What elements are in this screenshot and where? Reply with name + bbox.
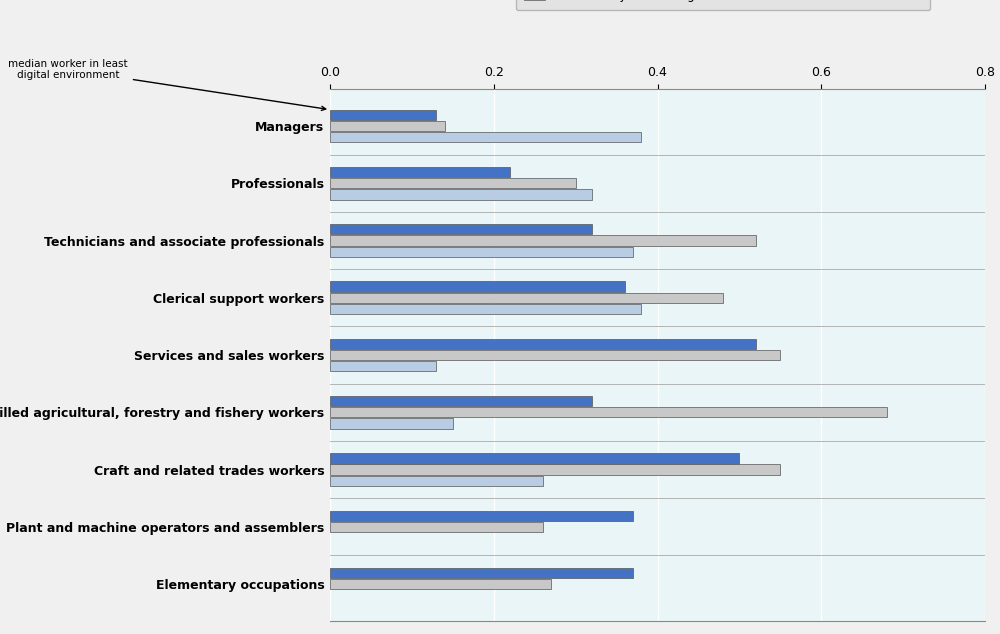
Bar xyxy=(330,247,633,257)
Bar xyxy=(330,522,543,532)
Bar xyxy=(330,396,592,406)
Bar xyxy=(330,361,436,372)
Bar xyxy=(330,465,780,475)
Bar xyxy=(330,110,436,120)
Bar xyxy=(330,293,723,303)
Bar xyxy=(330,178,576,188)
Bar xyxy=(330,350,780,360)
Bar xyxy=(330,510,633,521)
Bar xyxy=(330,453,739,463)
Bar xyxy=(330,132,641,142)
Bar xyxy=(330,568,633,578)
Bar xyxy=(330,235,756,245)
Legend: Management and communication, Accountancy and selling, Advanced numeracy: Management and communication, Accountanc… xyxy=(516,0,930,10)
Bar xyxy=(330,281,625,292)
Bar xyxy=(330,418,453,429)
Bar xyxy=(330,190,592,200)
Bar xyxy=(330,339,756,349)
Bar xyxy=(330,121,445,131)
Bar xyxy=(330,167,510,178)
Bar xyxy=(330,476,543,486)
Bar xyxy=(330,407,887,417)
Bar xyxy=(330,579,551,589)
Bar xyxy=(330,224,592,235)
Text: median worker in least
digital environment: median worker in least digital environme… xyxy=(8,59,326,110)
Bar xyxy=(330,304,641,314)
